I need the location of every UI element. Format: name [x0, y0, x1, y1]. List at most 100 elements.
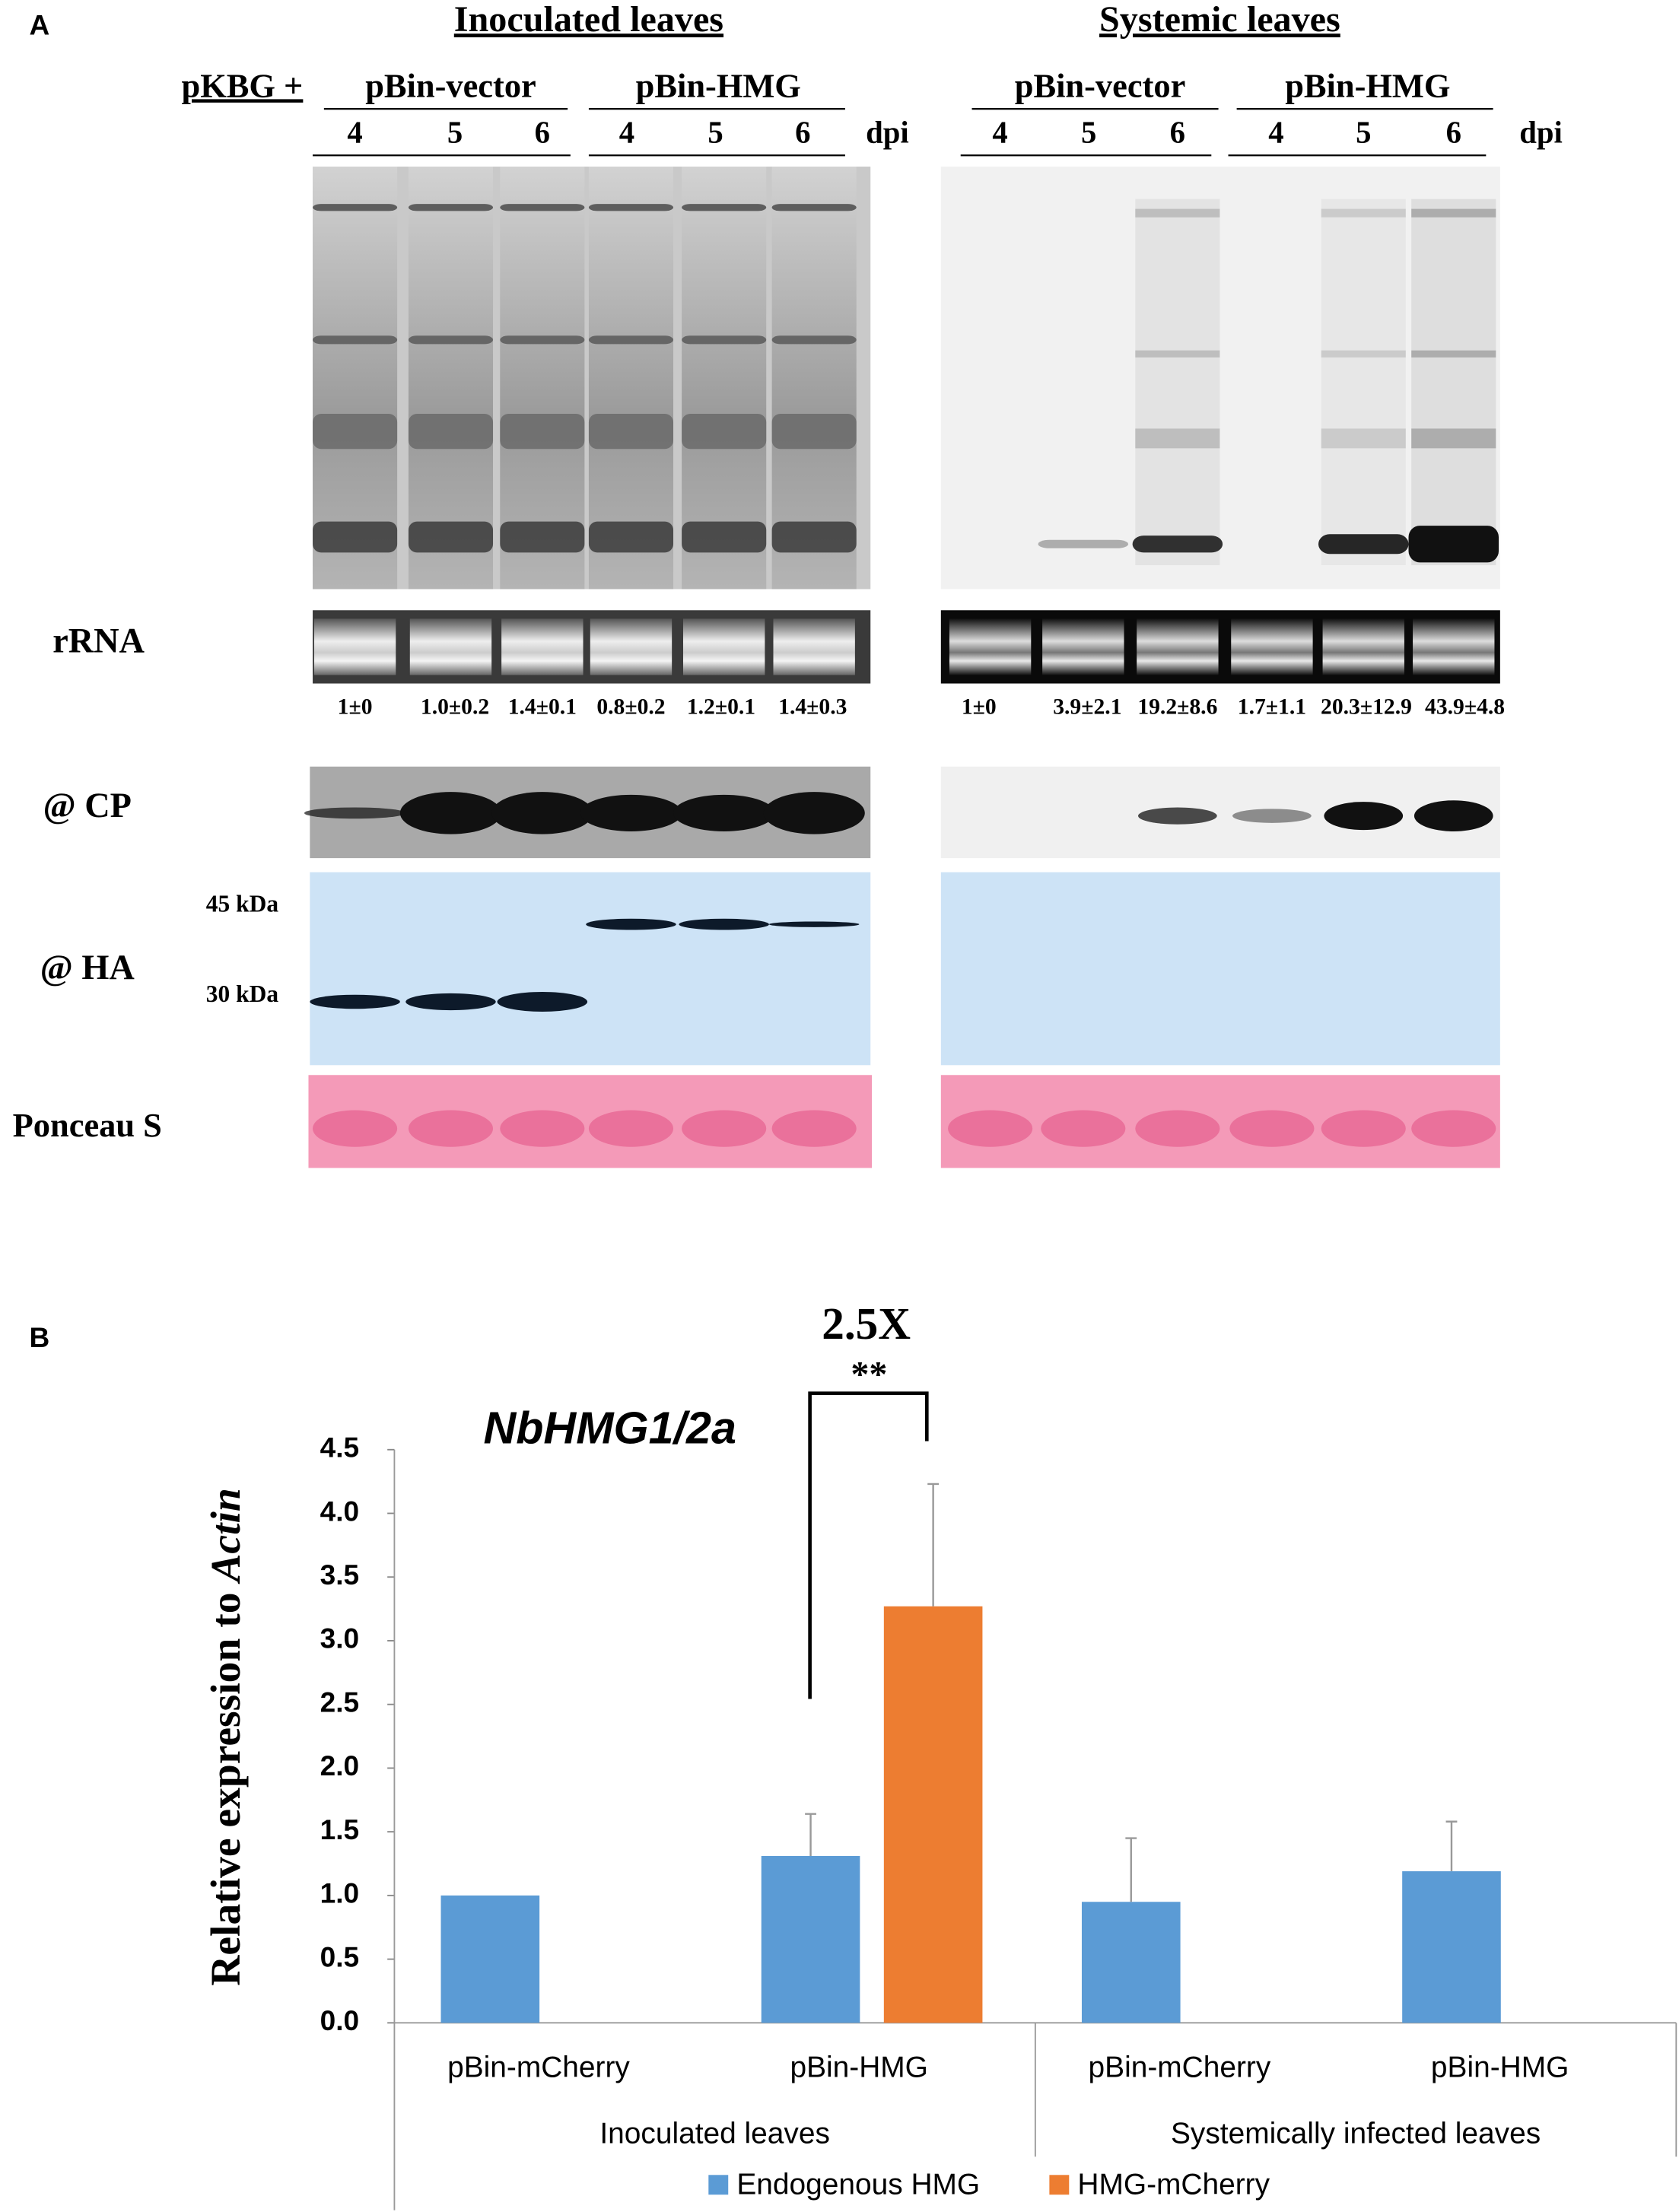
- row-label: @ HA: [40, 949, 135, 987]
- blot-band: [1321, 350, 1406, 358]
- blot-band: [682, 204, 767, 211]
- ponceau-band: [948, 1110, 1033, 1147]
- quantification: 43.9±4.8: [1425, 695, 1505, 720]
- blot-lane: [588, 167, 674, 590]
- ponceau-band: [313, 1110, 398, 1147]
- ha-band: [310, 994, 400, 1009]
- rrna-lane: [1231, 618, 1313, 675]
- cp-blot: [940, 766, 1500, 859]
- x-tick-label: pBin-mCherry: [1089, 2052, 1271, 2084]
- ponceau-band: [500, 1110, 585, 1147]
- ponceau-band: [1229, 1110, 1315, 1147]
- marker-label: 30 kDa: [206, 980, 279, 1007]
- ha-band: [586, 918, 676, 930]
- ponceau-band: [1321, 1110, 1406, 1147]
- ponceau-band: [408, 1110, 494, 1147]
- blot-band: [313, 204, 398, 211]
- dpi-label: 4: [992, 116, 1007, 150]
- blot-band: [313, 521, 398, 553]
- dpi-label: 4: [619, 116, 634, 150]
- blot-band: [500, 521, 585, 553]
- quantification: 1.0±0.2: [421, 695, 489, 720]
- blot-band: [1135, 428, 1220, 449]
- dpi-label: 5: [1356, 116, 1371, 150]
- y-tick-label: 1.5: [320, 1813, 359, 1845]
- y-tick-label: 3.0: [320, 1622, 359, 1654]
- dpi-label: 6: [1446, 116, 1461, 150]
- blot-band: [500, 413, 585, 450]
- blot-band: [588, 204, 674, 211]
- group-label: Systemically infected leaves: [1171, 2118, 1541, 2150]
- quantification: 19.2±8.6: [1137, 695, 1217, 720]
- legend-label: Endogenous HMG: [736, 2168, 980, 2201]
- significance: **: [851, 1354, 887, 1394]
- cp-band: [304, 807, 406, 819]
- error-bar: [805, 1813, 816, 1856]
- bar: [883, 1606, 983, 2023]
- dpi-label: 6: [535, 116, 550, 150]
- section-header: Inoculated leaves: [454, 0, 723, 40]
- ponceau-band: [588, 1110, 674, 1147]
- cp-band: [399, 792, 502, 834]
- rrna-lane: [1042, 618, 1124, 675]
- blot-band: [313, 335, 398, 345]
- cp-band: [580, 794, 682, 831]
- rrna-lane: [1413, 618, 1495, 675]
- blot-band: [1135, 208, 1220, 218]
- error-bar: [927, 1483, 940, 1607]
- y-axis-label-part: Actin: [203, 1488, 250, 1584]
- blot-band: [1411, 350, 1496, 358]
- blot-lane: [408, 167, 494, 590]
- bar: [440, 1895, 540, 2023]
- construct-label: pBin-vector: [365, 66, 536, 104]
- y-tick-label: 4.5: [320, 1432, 359, 1464]
- dpi-unit: dpi: [1519, 116, 1563, 150]
- cp-band: [1324, 802, 1404, 831]
- bar: [1081, 1902, 1181, 2023]
- dpi-label: 4: [1268, 116, 1283, 150]
- blot-lane: [1135, 199, 1220, 566]
- bar: [761, 1855, 860, 2023]
- prefix-label: pKBG +: [182, 66, 304, 104]
- construct-label: pBin-vector: [1015, 66, 1186, 104]
- row-label: @ CP: [43, 787, 132, 825]
- blot-band: [1135, 350, 1220, 358]
- blot-band: [588, 413, 674, 450]
- blot-band: [1321, 428, 1406, 449]
- blot-band: [1318, 534, 1409, 555]
- dpi-label: 4: [347, 116, 362, 150]
- ponceau-blot: [940, 1075, 1500, 1168]
- blot-band: [408, 413, 494, 450]
- significance-bracket: [808, 1391, 929, 1699]
- y-tick-label: 0.5: [320, 1940, 359, 1972]
- northern-blot: [940, 167, 1500, 590]
- quantification: 3.9±2.1: [1053, 695, 1121, 720]
- bar: [1402, 1871, 1501, 2023]
- blot-lane: [682, 167, 767, 590]
- quantification: 1±0: [338, 695, 373, 720]
- blot-band: [500, 204, 585, 211]
- rrna-lane: [590, 618, 673, 675]
- error-bar: [1125, 1837, 1137, 1902]
- blot-band: [771, 335, 857, 345]
- rrna-lane: [1137, 618, 1219, 675]
- rrna-lane: [773, 618, 855, 675]
- group-label: Inoculated leaves: [599, 2118, 830, 2150]
- blot-band: [500, 335, 585, 345]
- y-tick-label: 3.5: [320, 1559, 359, 1591]
- cp-band: [673, 794, 775, 831]
- cp-band: [1138, 807, 1217, 825]
- cp-band: [491, 792, 593, 834]
- panel-label: B: [29, 1321, 49, 1353]
- error-bar: [1445, 1820, 1458, 1872]
- bar-chart: B NbHMG1/2a 2.5X ** Relative expression to A…: [29, 1298, 1677, 2210]
- y-tick-label: 4.0: [320, 1495, 359, 1527]
- quantification: 20.3±12.9: [1321, 695, 1412, 720]
- dpi-unit: dpi: [866, 116, 909, 150]
- y-tick-label: 1.0: [320, 1877, 359, 1909]
- blot-lane: [1411, 199, 1496, 566]
- quantification: 1.4±0.3: [778, 695, 847, 720]
- ha-band: [497, 992, 588, 1012]
- quantification: 0.8±0.2: [596, 695, 665, 720]
- blot-band: [1321, 208, 1406, 218]
